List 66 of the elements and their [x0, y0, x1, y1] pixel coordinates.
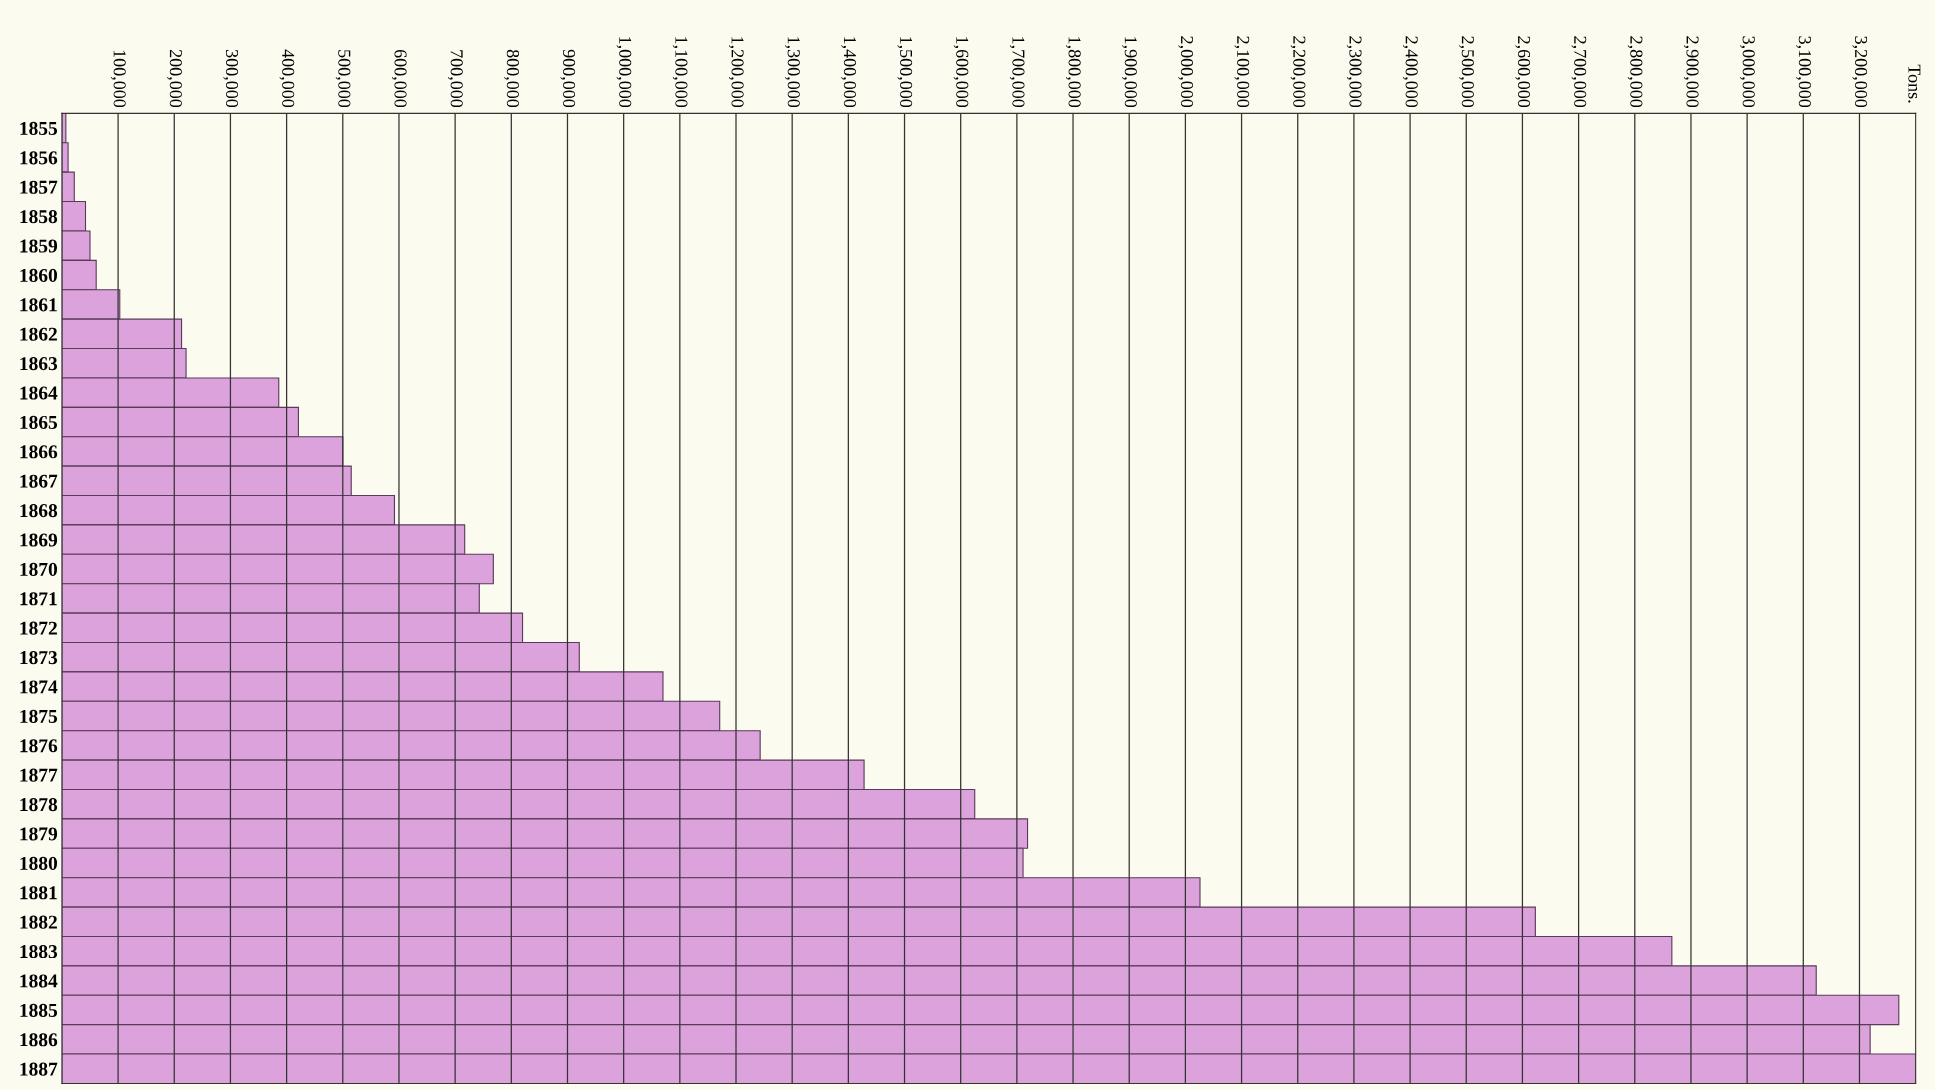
y-tick-label: 1866	[20, 445, 58, 459]
y-tick-label: 1864	[20, 386, 58, 400]
y-tick-label: 1879	[20, 827, 58, 841]
x-tick-label: 900,000	[560, 49, 576, 108]
y-tick-label: 1862	[20, 327, 57, 341]
y-tick-label: 1859	[20, 239, 58, 253]
x-tick-label: 3,000,000	[1740, 36, 1755, 108]
y-tick-label: 1868	[20, 504, 58, 518]
y-tick-label: 1873	[20, 651, 58, 665]
x-tick-label: 2,300,000	[1346, 36, 1362, 108]
x-tick-label: 2,700,000	[1571, 36, 1587, 108]
y-tick-label: 1860	[20, 268, 58, 282]
x-tick-label: 1,200,000	[728, 37, 744, 108]
x-tick-label: 2,000,000	[1178, 36, 1194, 108]
x-tick-label: 1,400,000	[841, 37, 857, 108]
x-tick-label: 1,800,000	[1065, 37, 1081, 108]
x-tick-label: 1,700,000	[1009, 37, 1025, 108]
x-tick-label: 2,500,000	[1459, 36, 1474, 108]
y-tick-label: 1885	[20, 1003, 58, 1017]
x-tick-label: 300,000	[223, 49, 239, 108]
y-tick-label: 1877	[20, 768, 58, 782]
y-tick-label: 1855	[20, 121, 58, 135]
x-tick-label: 1,000,000	[616, 37, 632, 108]
x-tick-label: 1,100,000	[672, 37, 688, 108]
y-tick-label: 1863	[20, 357, 58, 371]
y-tick-label: 1886	[20, 1033, 58, 1047]
y-tick-label: 1867	[20, 474, 58, 488]
text: Tons.	[1908, 64, 1921, 103]
y-tick-label: 1882	[20, 915, 57, 929]
y-tick-label: 1876	[20, 739, 58, 753]
x-tick-label: 2,200,000	[1290, 36, 1306, 108]
y-tick-label: 1881	[20, 886, 57, 900]
x-tick-label: 700,000	[448, 50, 463, 108]
x-tick-label: 2,600,000	[1515, 36, 1531, 108]
y-tick-label: 1884	[20, 974, 58, 988]
x-tick-label: 3,200,000	[1852, 36, 1868, 108]
x-tick-label: 800,000	[504, 49, 519, 108]
y-tick-label: 1865	[20, 415, 58, 429]
x-tick-label: 2,900,000	[1683, 36, 1699, 108]
y-tick-label: 1857	[20, 180, 58, 194]
x-tick-label: 600,000	[391, 49, 407, 108]
x-tick-label: 2,400,000	[1402, 36, 1418, 108]
x-tick-label: 1,600,000	[953, 37, 969, 108]
x-tick-label: 2,100,000	[1234, 36, 1250, 108]
y-tick-label: 1858	[20, 210, 58, 224]
x-tick-label: 500,000	[335, 50, 351, 108]
y-tick-label: 1880	[20, 856, 58, 870]
x-tick-label: 1,900,000	[1122, 37, 1137, 108]
y-tick-label: 1878	[20, 798, 58, 812]
x-tick-label: 1,500,000	[897, 37, 913, 108]
y-tick-label: 1887	[20, 1062, 58, 1076]
y-tick-label: 1872	[20, 621, 57, 635]
x-tick-label: 3,100,000	[1796, 36, 1811, 108]
y-tick-label: 1874	[20, 680, 58, 694]
x-tick-label: 2,800,000	[1627, 36, 1643, 108]
y-tick-label: 1861	[20, 298, 57, 312]
x-tick-label: 100,000	[110, 50, 126, 108]
y-tick-label: 1883	[20, 944, 58, 959]
y-tick-label: 1870	[20, 562, 58, 576]
y-tick-label: 1869	[20, 533, 58, 547]
y-tick-label: 1875	[20, 709, 58, 723]
y-tick-label: 1856	[20, 151, 58, 165]
x-tick-label: 1,300,000	[785, 37, 800, 108]
x-tick-label: 200,000	[167, 49, 182, 108]
y-tick-label: 1871	[20, 592, 57, 606]
x-tick-label: 400,000	[279, 49, 295, 108]
